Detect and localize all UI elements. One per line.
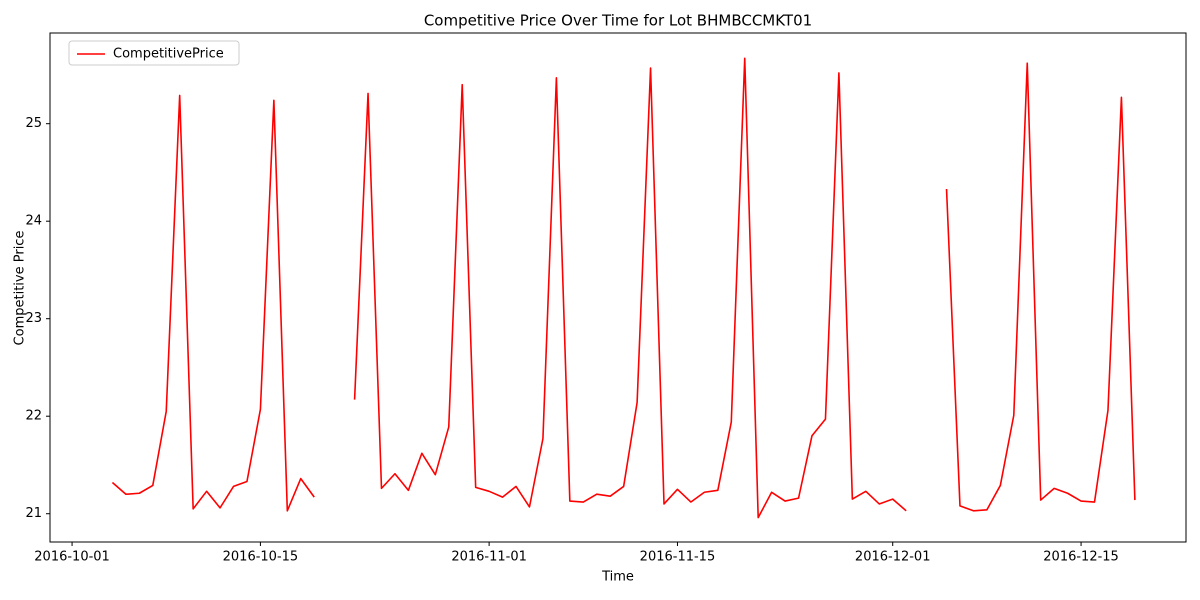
y-tick-label: 22 bbox=[25, 409, 42, 424]
x-axis-label: Time bbox=[601, 570, 634, 585]
chart-title: Competitive Price Over Time for Lot BHMB… bbox=[424, 12, 812, 30]
x-tick-label: 2016-12-15 bbox=[1043, 550, 1119, 565]
y-tick-label: 21 bbox=[25, 506, 42, 521]
x-tick-label: 2016-10-01 bbox=[34, 550, 110, 565]
y-axis-label: Competitive Price bbox=[13, 231, 28, 346]
x-tick-label: 2016-12-01 bbox=[855, 550, 931, 565]
legend-box bbox=[68, 40, 240, 66]
y-tick-label: 25 bbox=[25, 116, 42, 131]
y-tick-label: 23 bbox=[25, 311, 42, 326]
legend-label: CompetitivePrice bbox=[113, 47, 224, 62]
data-line bbox=[111, 57, 1136, 519]
x-tick-label: 2016-11-15 bbox=[640, 550, 716, 565]
x-tick-label: 2016-11-01 bbox=[451, 550, 527, 565]
x-tick-label: 2016-10-15 bbox=[223, 550, 299, 565]
y-tick-label: 24 bbox=[25, 214, 42, 229]
plot-frame bbox=[49, 32, 1187, 543]
